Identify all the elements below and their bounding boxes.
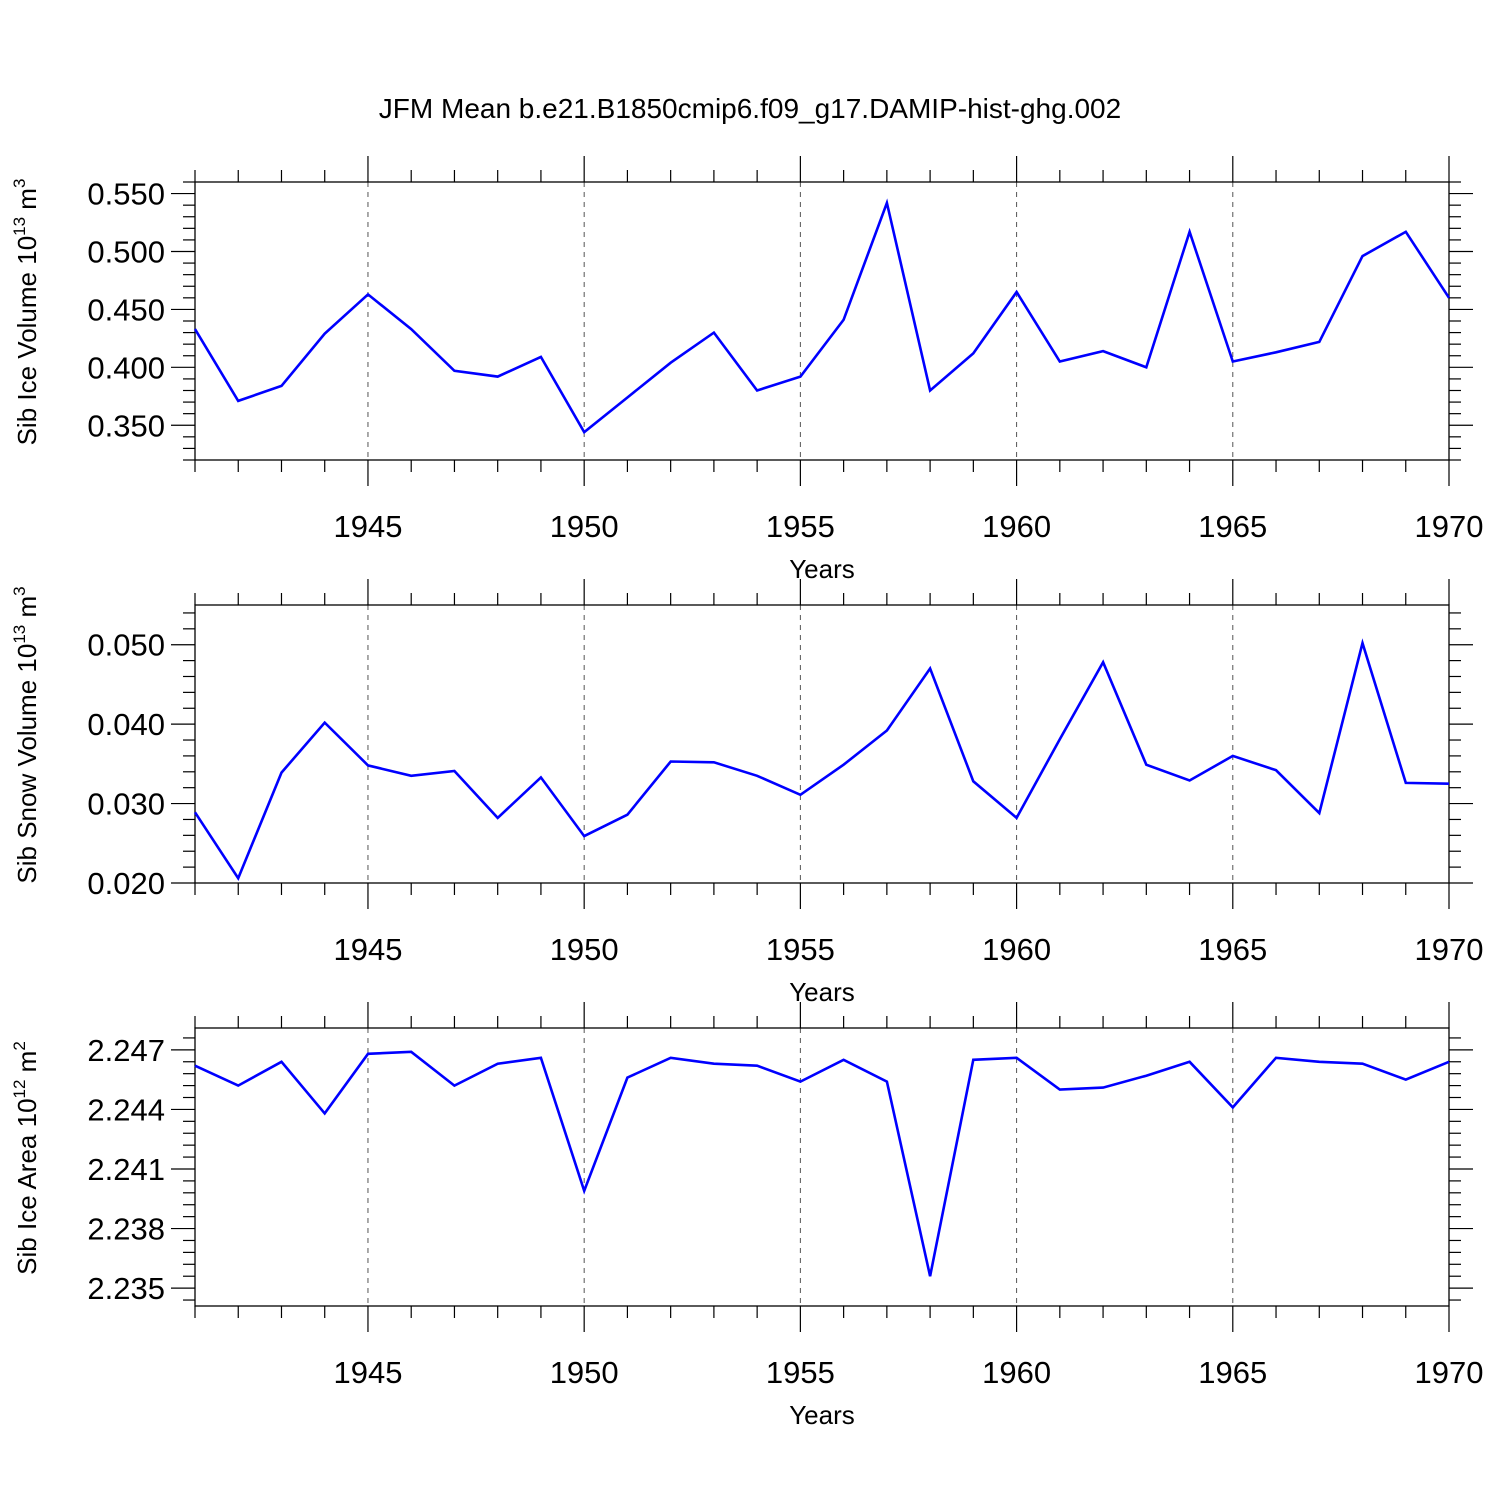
y-tick-label: 0.400 (87, 350, 165, 385)
x-tick-label: 1960 (982, 932, 1051, 967)
y-tick-label: 2.244 (87, 1092, 165, 1127)
x-tick-label: 1960 (982, 509, 1051, 544)
x-tick-label: 1945 (333, 932, 402, 967)
x-axis-title: Years (789, 1400, 855, 1430)
x-tick-label: 1945 (333, 509, 402, 544)
x-tick-label: 1965 (1198, 509, 1267, 544)
y-tick-label: 0.050 (87, 628, 165, 663)
y-tick-label: 0.040 (87, 707, 165, 742)
y-axis-title-part: m (12, 1051, 42, 1080)
y-axis-title: Sib Ice Area 1012 m2 (10, 1041, 42, 1275)
series-line (193, 198, 1451, 435)
y-axis-title-part: m (12, 596, 42, 625)
y-axis-title-superscript: 12 (10, 1080, 29, 1099)
y-tick-label: 0.030 (87, 787, 165, 822)
x-tick-label: 1970 (1415, 1355, 1484, 1390)
y-axis-title-superscript: 3 (10, 179, 29, 188)
y-tick-label: 0.500 (87, 235, 165, 270)
chart-panel-2: 0.020 0.030 0.040 0.050 1945 1950 1955 1960 1965… (10, 579, 1483, 1007)
y-axis-title-part: Sib Ice Volume 10 (12, 236, 42, 446)
chart-panel-3: 2.235 2.238 2.241 2.244 2.247 1945 1950 1955 196… (10, 1002, 1483, 1430)
x-axis-title: Years (789, 977, 855, 1007)
y-tick-label: 2.247 (87, 1033, 165, 1068)
y-tick-label: 0.350 (87, 408, 165, 443)
y-axis-title-superscript: 2 (10, 1041, 29, 1050)
plot-frame (194, 604, 1450, 884)
x-tick-label: 1965 (1198, 932, 1267, 967)
y-tick-label: 2.238 (87, 1212, 165, 1247)
y-axis-title-superscript: 3 (10, 586, 29, 595)
x-tick-label: 1970 (1415, 509, 1484, 544)
y-axis-title: Sib Ice Volume 1013 m3 (10, 179, 42, 446)
y-axis-title: Sib Snow Volume 1013 m3 (10, 586, 42, 883)
series-line (194, 1050, 1450, 1277)
x-tick-label: 1950 (550, 509, 619, 544)
x-tick-label: 1960 (982, 1355, 1051, 1390)
x-tick-label: 1950 (550, 932, 619, 967)
series-line (193, 638, 1450, 881)
x-tick-label: 1945 (333, 1355, 402, 1390)
y-axis-title-superscript: 13 (10, 217, 29, 236)
x-tick-label: 1950 (550, 1355, 619, 1390)
y-tick-label: 2.241 (87, 1152, 165, 1187)
x-tick-label: 1955 (766, 509, 835, 544)
y-axis-title-superscript: 13 (10, 625, 29, 644)
x-tick-label: 1970 (1415, 932, 1484, 967)
x-tick-label: 1965 (1198, 1355, 1267, 1390)
chart-panel-1: 0.350 0.400 0.450 0.500 0.550 1945 1950 1955 196… (10, 156, 1483, 584)
y-tick-label: 0.450 (87, 292, 165, 327)
x-axis-title: Years (789, 554, 855, 584)
y-tick-label: 0.020 (87, 866, 165, 901)
y-axis-title-part: m (12, 188, 42, 217)
x-tick-label: 1955 (766, 932, 835, 967)
chart-title: JFM Mean b.e21.B1850cmip6.f09_g17.DAMIP-… (379, 93, 1121, 124)
y-tick-label: 2.235 (87, 1271, 165, 1306)
plot-frame (194, 1027, 1450, 1307)
y-tick-label: 0.550 (87, 177, 165, 212)
y-axis-title-part: Sib Snow Volume 10 (12, 644, 42, 884)
y-axis-title-part: Sib Ice Area 10 (12, 1098, 42, 1274)
x-tick-label: 1955 (766, 1355, 835, 1390)
